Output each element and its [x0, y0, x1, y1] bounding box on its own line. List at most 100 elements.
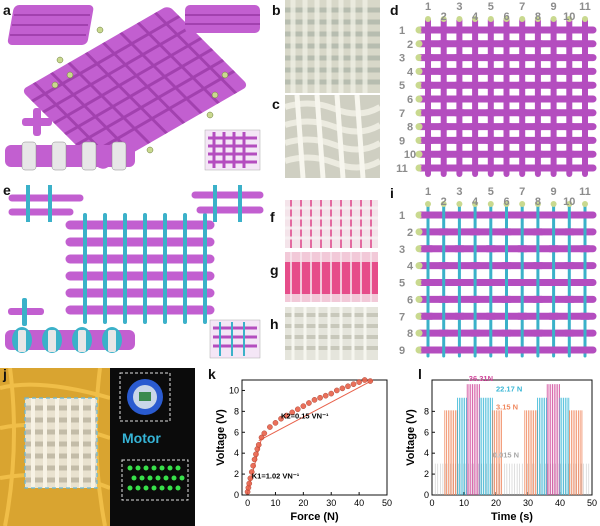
woven-fragment-top-right-e — [191, 185, 264, 222]
x-tick-label: 0 — [429, 498, 434, 508]
weft-overlap — [578, 312, 592, 320]
fiber-tip — [456, 201, 463, 207]
series-label: 22.17 N — [496, 385, 522, 394]
row-number: 4 — [407, 66, 414, 78]
column-number: 7 — [519, 1, 525, 13]
panel-f-photo — [285, 200, 378, 248]
row-number: 7 — [399, 311, 405, 323]
weft-overlap — [421, 211, 435, 219]
spool-row-e — [5, 327, 135, 353]
fiber-tip — [534, 16, 541, 22]
weft-overlap — [515, 312, 530, 320]
fiber-tip — [415, 279, 423, 286]
fiber-tip — [550, 16, 557, 22]
data-point — [333, 387, 340, 394]
weft-overlap — [531, 150, 545, 158]
fiber-tip — [415, 40, 423, 48]
weft-overlap — [436, 40, 451, 48]
weft-overlap — [421, 164, 435, 172]
weft-overlap — [562, 40, 577, 48]
y-tick-label: 8 — [234, 406, 239, 416]
weft-overlap — [578, 164, 592, 172]
column-number: 9 — [551, 186, 557, 198]
row-number: 8 — [407, 122, 413, 134]
panel-e-illustration — [5, 185, 264, 359]
row-number: 1 — [399, 210, 405, 222]
fiber-tip — [487, 201, 494, 207]
fit-line-k2 — [258, 379, 374, 442]
column-number: 8 — [535, 11, 541, 23]
fiber-tip — [519, 201, 526, 207]
fiber-tip — [415, 109, 423, 117]
panel-label-g: g — [270, 262, 279, 278]
fiber-tip — [415, 26, 423, 34]
column-number: 2 — [441, 11, 447, 23]
fiber-tip — [415, 262, 423, 270]
column-number: 6 — [503, 196, 509, 208]
row-number: 8 — [407, 328, 413, 340]
data-point — [251, 456, 258, 463]
watch-icon — [119, 372, 171, 422]
weft-overlap — [483, 109, 498, 117]
weft-overlap — [562, 295, 577, 303]
weft-overlap — [421, 109, 435, 117]
row-number: 4 — [407, 261, 414, 273]
panel-l: 0 10 20 30 40 50 0 2 4 6 8 Time (s) Voltage (V) 36.31… — [400, 368, 600, 526]
weft-overlap — [531, 123, 545, 131]
weft-overlap — [531, 262, 545, 270]
x-tick-label: 0 — [245, 498, 250, 508]
column-number: 11 — [579, 1, 591, 13]
panel-b-photo — [285, 0, 380, 93]
data-point — [328, 390, 335, 397]
data-point — [289, 409, 296, 416]
weft-overlap — [421, 81, 435, 89]
series-label: 3.15 N — [496, 402, 518, 411]
fiber-tip — [534, 201, 541, 207]
panel-label-b-outer: b — [272, 2, 281, 18]
y-tick-label: 0 — [424, 490, 429, 500]
data-point — [253, 451, 259, 458]
y-axis-label: Voltage (V) — [405, 409, 417, 466]
weft-overlap — [515, 136, 530, 144]
weft-overlap — [452, 211, 467, 219]
fiber-tip — [566, 16, 573, 22]
weft-overlap — [499, 329, 514, 337]
data-point — [261, 430, 268, 437]
column-number: 8 — [535, 196, 541, 208]
x-axis-label: Force (N) — [290, 511, 339, 523]
weft-overlap — [515, 279, 530, 286]
column-number: 4 — [472, 11, 479, 23]
weft-overlap — [436, 228, 451, 236]
annotation-k1: K1=1.02 VN⁻¹ — [252, 471, 300, 480]
row-number: 7 — [399, 108, 405, 120]
weft-overlap — [546, 312, 561, 320]
fiber-tip — [415, 164, 423, 172]
weft-overlap — [452, 279, 467, 286]
led-array — [121, 459, 189, 501]
weft-overlap — [546, 279, 561, 286]
weft-overlap — [483, 312, 498, 320]
panel-label-l: l — [418, 368, 422, 382]
weft-overlap — [499, 40, 514, 48]
data-point — [361, 377, 368, 383]
weft-overlap — [562, 228, 577, 236]
panel-h-photo — [285, 307, 378, 360]
weft-overlap — [436, 123, 451, 131]
y-tick-label: 8 — [424, 406, 429, 416]
x-tick-label: 40 — [354, 498, 364, 508]
row-number: 2 — [407, 227, 413, 239]
weft-overlap — [468, 295, 482, 303]
weft-overlap — [452, 109, 467, 117]
weft-overlap — [499, 228, 514, 236]
row-number: 9 — [399, 345, 405, 357]
weft-overlap — [499, 123, 514, 131]
weft-overlap — [452, 346, 467, 354]
fiber-tip — [415, 228, 423, 236]
fiber-tip — [503, 16, 510, 22]
panel-a: a — [0, 0, 265, 175]
column-number: 3 — [456, 186, 462, 198]
weft-overlap — [546, 164, 561, 172]
x-tick-label: 50 — [587, 498, 597, 508]
x-axis-label: Time (s) — [491, 511, 533, 523]
